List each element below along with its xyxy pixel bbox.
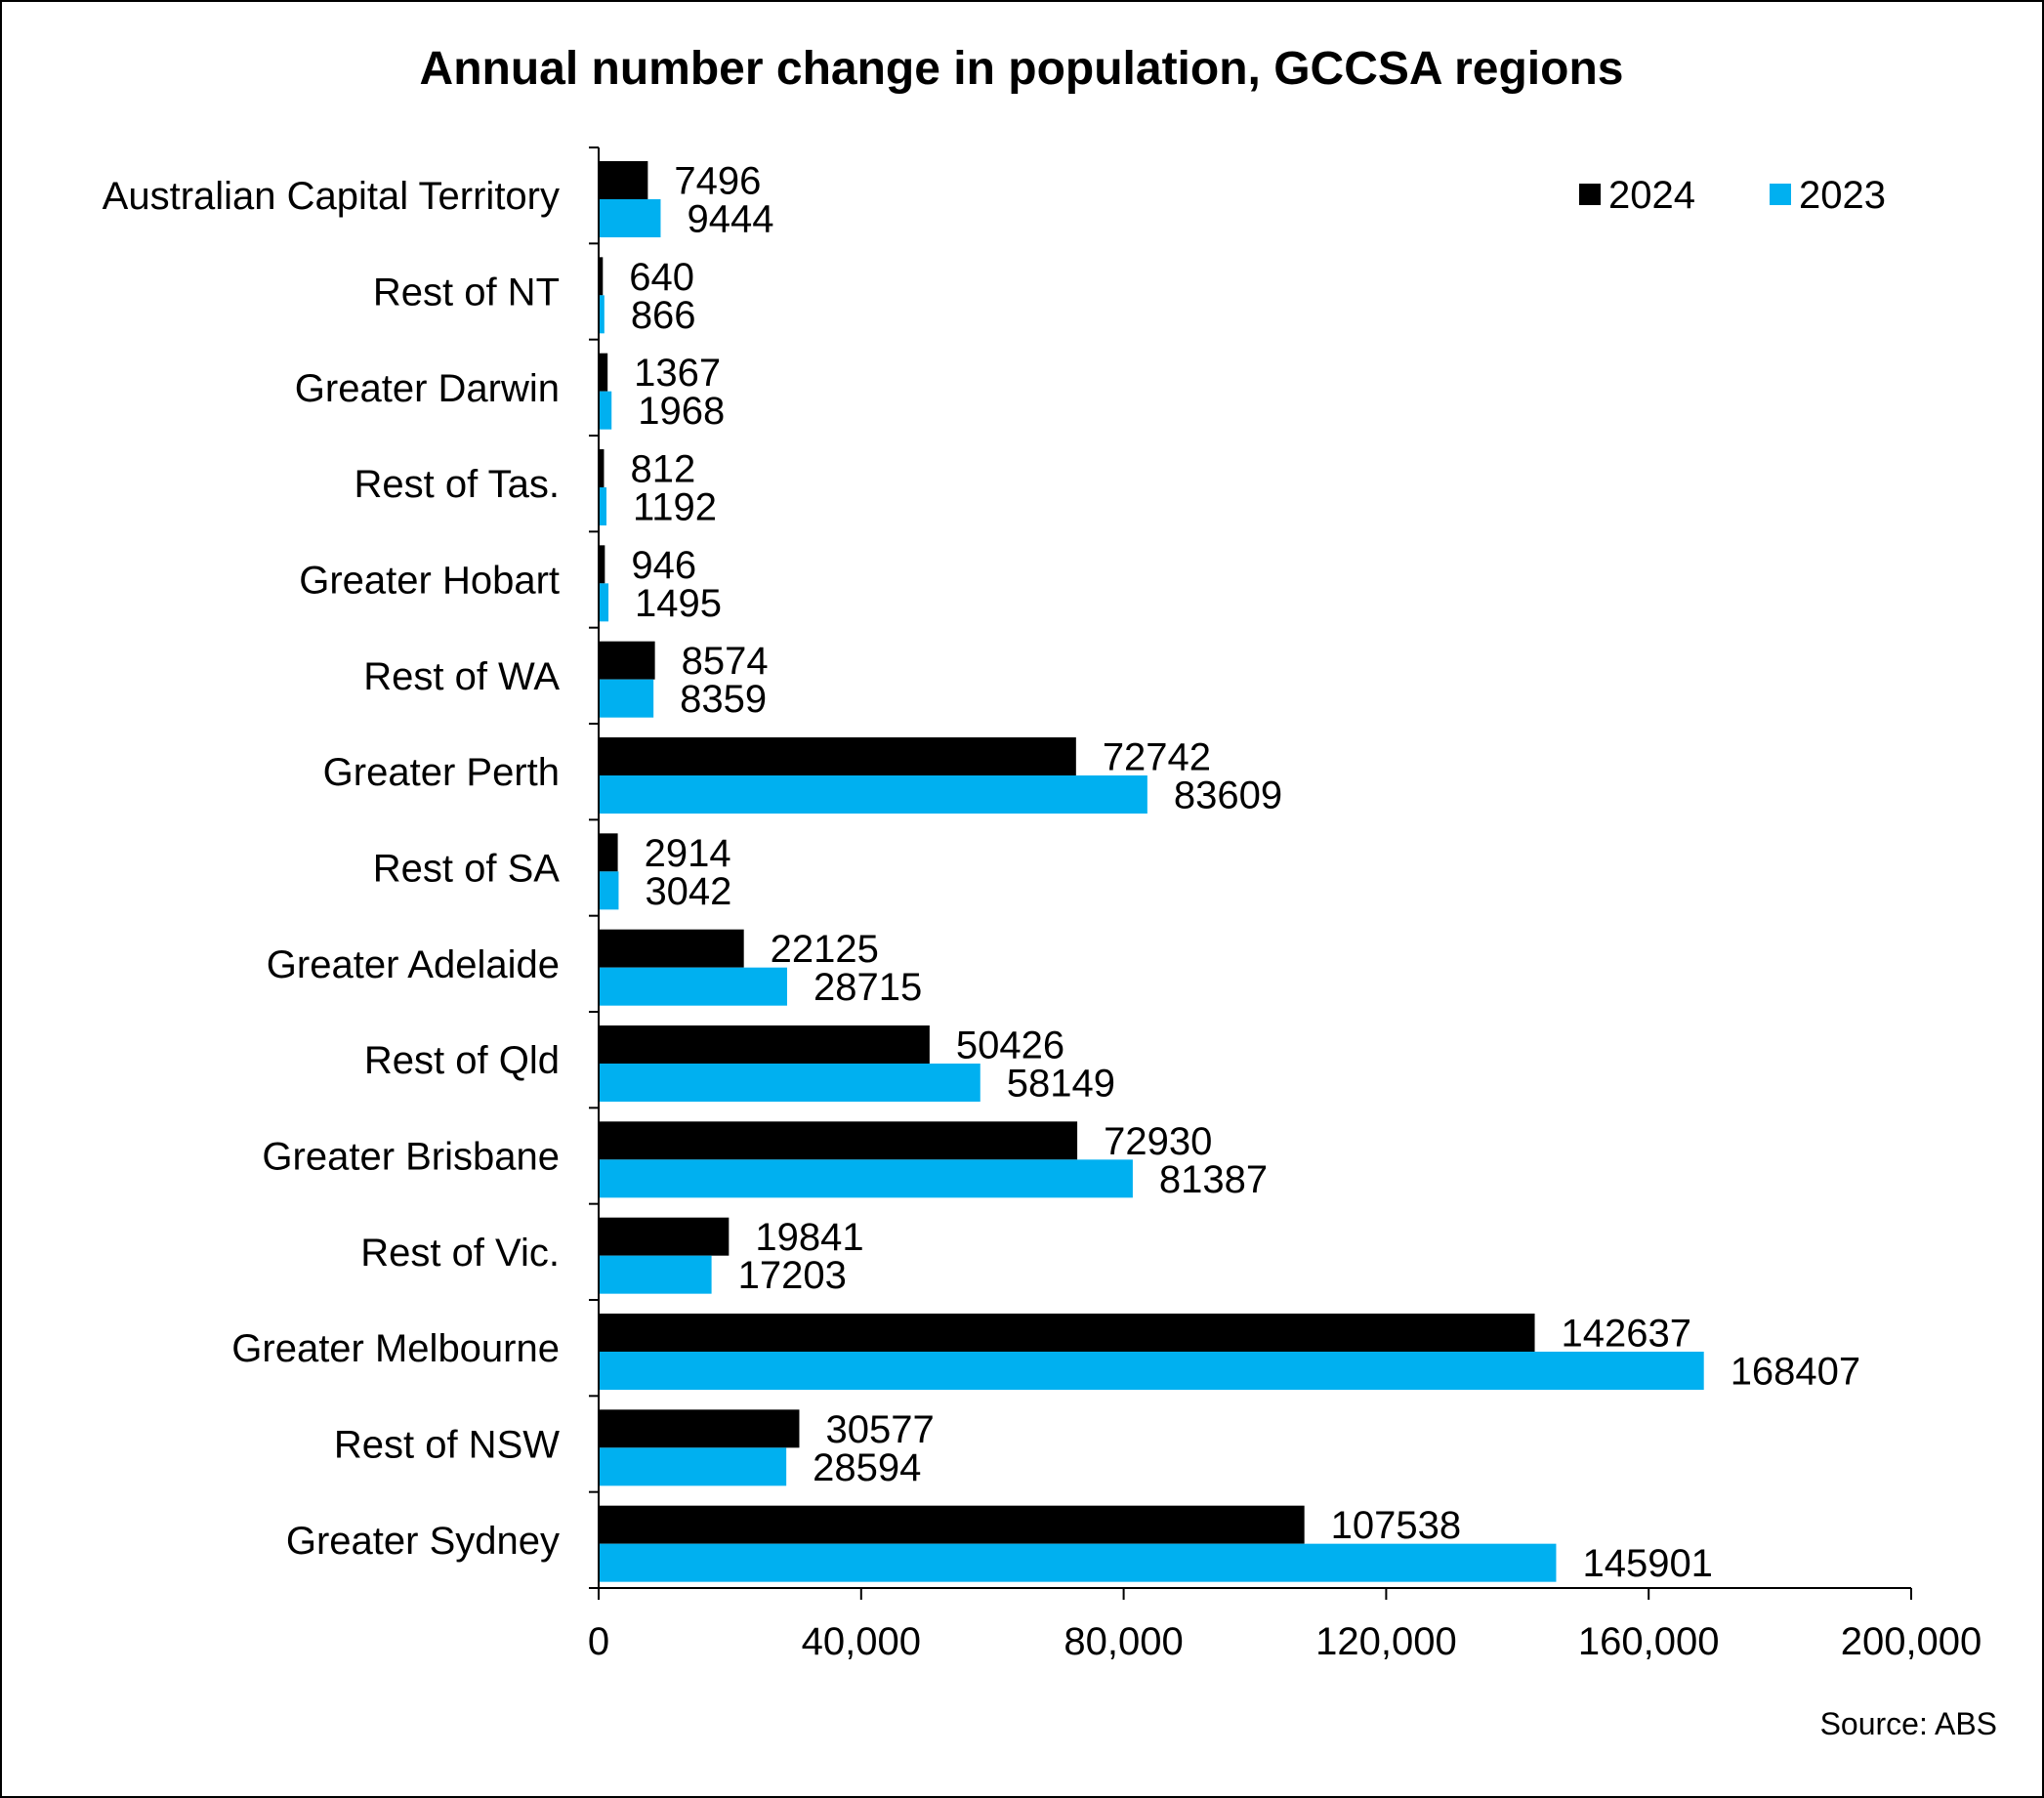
legend-swatch-2023 xyxy=(1770,184,1791,205)
data-label-rest-of-qld-2024: 50426 xyxy=(956,1024,1064,1067)
category-label-rest-of-tas: Rest of Tas. xyxy=(355,463,560,506)
data-label-greater-hobart-2024: 946 xyxy=(631,544,696,587)
bar-greater-darwin-2024 xyxy=(599,353,608,392)
x-tick-label-5: 200,000 xyxy=(1841,1620,1982,1663)
bar-rest-of-wa-2023 xyxy=(599,679,654,718)
bar-rest-of-vic-2023 xyxy=(599,1255,712,1294)
data-label-rest-of-nt-2023: 866 xyxy=(631,294,696,337)
bar-rest-of-nsw-2024 xyxy=(599,1409,800,1448)
x-tick-label-4: 160,000 xyxy=(1578,1620,1720,1663)
bar-greater-hobart-2023 xyxy=(599,583,609,622)
bar-greater-sydney-2024 xyxy=(599,1505,1305,1544)
data-label-rest-of-wa-2024: 8574 xyxy=(682,640,769,683)
data-label-greater-hobart-2023: 1495 xyxy=(635,582,722,625)
data-label-greater-perth-2024: 72742 xyxy=(1103,736,1211,779)
bar-greater-brisbane-2024 xyxy=(599,1121,1078,1160)
legend-label-2023: 2023 xyxy=(1799,174,1886,217)
bar-greater-brisbane-2023 xyxy=(599,1159,1133,1198)
data-label-rest-of-nsw-2023: 28594 xyxy=(813,1446,921,1489)
category-labels-layer: Australian Capital Territory Rest of NT Gr… xyxy=(103,175,561,1563)
chart-title: Annual number change in population, GCCS… xyxy=(420,43,1624,95)
legend: 2024 2023 xyxy=(1579,174,1886,217)
data-label-australian-capital-territory-2024: 7496 xyxy=(674,160,761,203)
category-label-australian-capital-territory: Australian Capital Territory xyxy=(103,175,560,218)
data-label-greater-adelaide-2023: 28715 xyxy=(813,966,922,1009)
x-tick-label-2: 80,000 xyxy=(1064,1620,1183,1663)
bar-greater-adelaide-2023 xyxy=(599,967,787,1006)
bars-layer xyxy=(599,161,1704,1582)
data-label-greater-melbourne-2024: 142637 xyxy=(1562,1313,1691,1356)
data-label-greater-melbourne-2023: 168407 xyxy=(1731,1351,1860,1394)
data-label-greater-darwin-2023: 1968 xyxy=(638,390,725,433)
bar-rest-of-qld-2024 xyxy=(599,1025,930,1064)
axes-layer: 0 40,000 80,000 120,000 160,000 200,000 xyxy=(588,146,1982,1663)
data-label-rest-of-nsw-2024: 30577 xyxy=(825,1408,934,1451)
bar-australian-capital-territory-2023 xyxy=(599,199,661,237)
category-label-rest-of-vic: Rest of Vic. xyxy=(360,1232,560,1275)
category-label-greater-darwin: Greater Darwin xyxy=(295,367,560,410)
bar-rest-of-wa-2024 xyxy=(599,641,655,680)
category-label-greater-perth: Greater Perth xyxy=(323,751,560,794)
bar-rest-of-nt-2023 xyxy=(599,295,605,334)
legend-label-2024: 2024 xyxy=(1608,174,1695,217)
bar-greater-darwin-2023 xyxy=(599,391,612,430)
data-label-rest-of-qld-2023: 58149 xyxy=(1007,1063,1115,1106)
data-label-rest-of-sa-2024: 2914 xyxy=(645,832,731,875)
bar-greater-sydney-2023 xyxy=(599,1543,1557,1582)
bar-rest-of-tas-2023 xyxy=(599,487,607,525)
bar-rest-of-sa-2024 xyxy=(599,833,618,872)
bar-greater-perth-2024 xyxy=(599,737,1076,775)
data-label-australian-capital-territory-2023: 9444 xyxy=(687,198,773,241)
bar-australian-capital-territory-2024 xyxy=(599,161,648,199)
bar-greater-hobart-2024 xyxy=(599,545,605,584)
data-label-rest-of-vic-2024: 19841 xyxy=(755,1216,863,1259)
data-label-rest-of-nt-2024: 640 xyxy=(629,256,694,299)
bar-rest-of-tas-2024 xyxy=(599,449,605,487)
data-label-greater-darwin-2024: 1367 xyxy=(634,352,721,395)
bar-rest-of-nsw-2023 xyxy=(599,1447,787,1486)
x-tick-label-1: 40,000 xyxy=(802,1620,921,1663)
data-label-greater-brisbane-2024: 72930 xyxy=(1104,1120,1212,1163)
data-label-greater-sydney-2023: 145901 xyxy=(1582,1542,1712,1585)
category-label-rest-of-nt: Rest of NT xyxy=(373,272,560,314)
x-tick-label-3: 120,000 xyxy=(1315,1620,1457,1663)
data-label-rest-of-sa-2023: 3042 xyxy=(645,870,731,913)
source-note: Source: ABS xyxy=(1820,1706,1997,1741)
data-label-greater-brisbane-2023: 81387 xyxy=(1159,1158,1268,1201)
category-label-greater-adelaide: Greater Adelaide xyxy=(267,943,560,986)
bar-rest-of-nt-2024 xyxy=(599,257,604,296)
category-label-rest-of-wa: Rest of WA xyxy=(363,655,560,698)
bar-greater-adelaide-2024 xyxy=(599,929,744,968)
data-label-greater-adelaide-2024: 22125 xyxy=(771,928,879,971)
data-label-rest-of-wa-2023: 8359 xyxy=(680,678,767,721)
category-label-greater-hobart: Greater Hobart xyxy=(299,560,560,603)
data-label-greater-perth-2023: 83609 xyxy=(1174,774,1282,817)
data-label-greater-sydney-2024: 107538 xyxy=(1331,1504,1461,1547)
category-label-rest-of-qld: Rest of Qld xyxy=(364,1039,560,1082)
category-label-rest-of-sa: Rest of SA xyxy=(373,848,561,891)
data-label-rest-of-tas-2024: 812 xyxy=(630,448,695,491)
legend-swatch-2024 xyxy=(1579,184,1601,205)
bar-rest-of-vic-2024 xyxy=(599,1217,730,1256)
category-label-greater-melbourne: Greater Melbourne xyxy=(231,1327,560,1370)
category-label-greater-brisbane: Greater Brisbane xyxy=(262,1136,560,1179)
bar-rest-of-sa-2023 xyxy=(599,871,619,910)
bar-greater-perth-2023 xyxy=(599,775,1147,814)
category-label-rest-of-nsw: Rest of NSW xyxy=(334,1424,560,1467)
x-tick-label-0: 0 xyxy=(588,1620,609,1663)
bar-rest-of-qld-2023 xyxy=(599,1064,980,1102)
data-label-rest-of-vic-2023: 17203 xyxy=(738,1254,847,1297)
bar-greater-melbourne-2023 xyxy=(599,1352,1704,1390)
category-label-greater-sydney: Greater Sydney xyxy=(286,1520,560,1563)
bar-greater-melbourne-2024 xyxy=(599,1314,1535,1352)
data-label-rest-of-tas-2023: 1192 xyxy=(633,486,717,529)
